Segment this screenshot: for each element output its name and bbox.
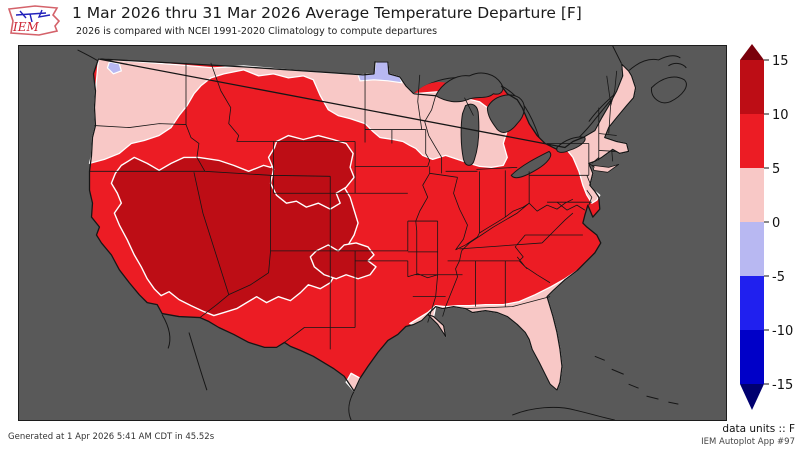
region-panhandle-darkred (309, 242, 377, 280)
region-puget-blue (106, 61, 123, 75)
app-number-label: IEM Autoplot App #97 (701, 437, 795, 447)
colorbar-tick-label: -15 (772, 378, 793, 393)
usa-outline (88, 58, 637, 392)
usa-departure-map (77, 46, 687, 420)
iem-logo: IEM (7, 5, 61, 36)
lake-superior (435, 72, 504, 103)
colorbar-tick-label: 0 (772, 216, 780, 231)
colorbar-segment-blue (740, 276, 764, 330)
lavender-regions (106, 61, 403, 84)
state-borders (89, 62, 618, 350)
region-long-island (592, 163, 620, 173)
logo-text: IEM (12, 20, 40, 34)
colorbar-tick-label: -5 (772, 270, 785, 285)
page-subtitle: 2026 is compared with NCEI 1991-2020 Cli… (76, 26, 438, 37)
colorbar-over-arrow (740, 44, 764, 60)
colorbar-segment-pink (740, 168, 764, 222)
colorbar-segment-dark_red (740, 60, 764, 114)
page-title: 1 Mar 2026 thru 31 Mar 2026 Average Temp… (72, 4, 582, 22)
colorbar-tick-label: -10 (772, 324, 793, 339)
generated-timestamp: Generated at 1 Apr 2026 5:41 AM CDT in 4… (8, 432, 215, 442)
region-wyoming-darkred (267, 134, 355, 210)
colorbar-segment-lavender (740, 222, 764, 276)
region-nminn-blue (357, 61, 403, 84)
lake-michigan (460, 103, 480, 166)
colorbar-tick-label: 5 (772, 162, 780, 177)
great-lakes (435, 72, 586, 179)
colorbar-under-arrow (740, 384, 764, 410)
lake-erie (510, 150, 552, 179)
colorbar-tick-label: 15 (772, 54, 789, 69)
data-units-label: data units :: F (722, 423, 795, 435)
map-panel (18, 45, 727, 421)
colorbar-segment-dark_blue (740, 330, 764, 384)
dark-red-regions (110, 134, 377, 317)
colorbar-segment-red (740, 114, 764, 168)
colorbar-legend: 15 10 5 0 -5 -10 -15 (740, 44, 793, 410)
lake-ontario (556, 136, 586, 153)
colorbar-tick-label: 10 (772, 108, 789, 123)
weather-vane-icon (15, 9, 51, 23)
